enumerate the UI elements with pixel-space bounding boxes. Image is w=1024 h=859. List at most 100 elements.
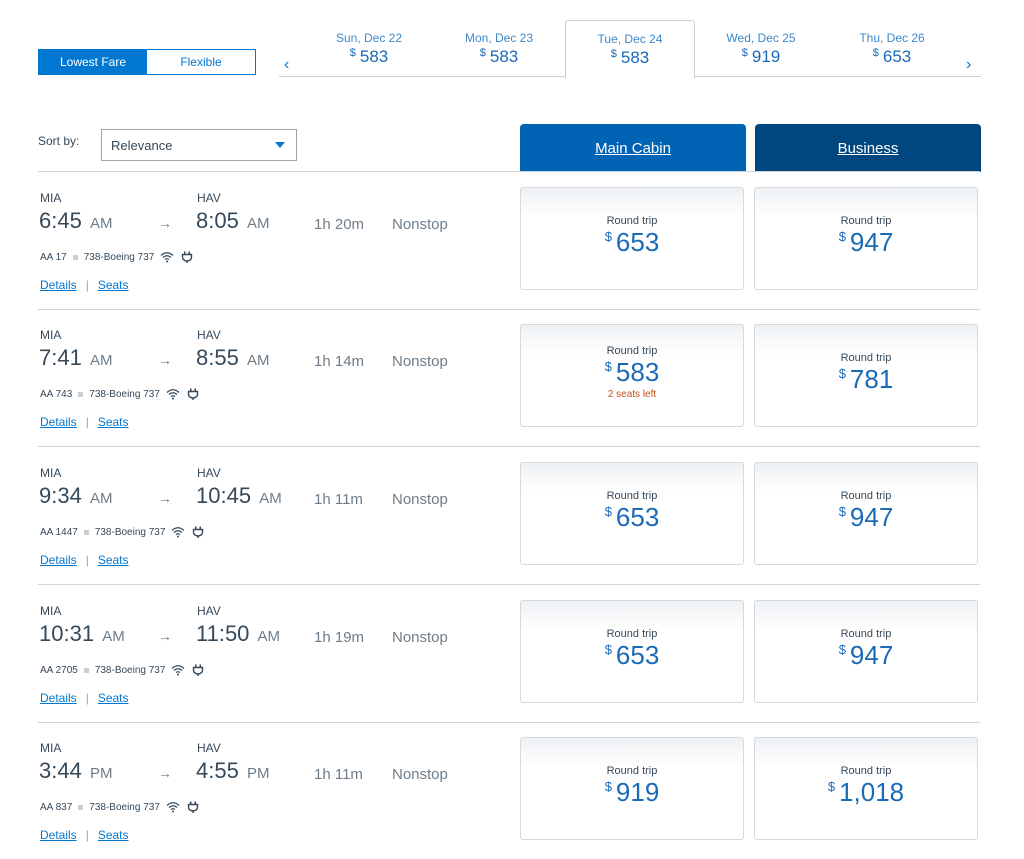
power-outlet-icon [191,526,205,538]
link-separator: | [85,553,89,567]
fare-price: $947 [838,502,894,532]
fare-price: $781 [838,364,894,394]
flexible-fare-option[interactable]: Flexible [147,50,255,74]
separator-square [83,667,89,673]
fare-price: $653 [604,640,660,670]
main-cabin-fare-button[interactable]: Round trip $583 2 seats left [520,324,744,427]
details-link[interactable]: Details [40,415,77,429]
arrow-right-icon: → [158,352,172,368]
seats-link[interactable]: Seats [97,828,129,842]
link-separator: | [85,278,89,292]
business-fare-button[interactable]: Round trip $947 [754,187,978,290]
flight-duration: 1h 19m [314,629,365,646]
main-cabin-fare-button[interactable]: Round trip $653 [520,600,744,703]
flight-row: MIA HAV 10:31 AM → 11:50 AM 1h 19m Nonst… [0,585,1024,723]
arrow-right-icon: → [158,765,172,781]
stops-info: Nonstop [392,629,448,646]
destination-code: HAV [197,191,221,205]
arrival-time: 10:45 AM [196,483,282,508]
fare-label: Round trip [840,215,892,227]
date-tab-dec-24[interactable]: Tue, Dec 24 $583 [565,20,695,78]
origin-code: MIA [40,466,62,480]
date-tab-dec-25[interactable]: Wed, Dec 25 $919 [696,20,826,77]
seats-link[interactable]: Seats [97,691,129,705]
departure-time: 7:41 AM [39,345,113,370]
sort-dropdown[interactable]: Relevance [101,129,297,161]
next-dates-chevron-icon[interactable]: › [966,56,972,73]
separator-square [78,391,84,397]
wifi-icon [171,526,185,538]
link-separator: | [85,828,89,842]
date-tab-dec-23[interactable]: Mon, Dec 23 $583 [434,20,564,77]
aircraft-type: 738-Boeing 737 [94,664,166,676]
fare-price: $653 [604,502,660,532]
flight-links: Details | Seats [40,415,129,429]
date-label: Thu, Dec 26 [859,31,925,45]
fare-label: Round trip [606,215,658,227]
fare-label: Round trip [840,352,892,364]
row-divider [38,446,980,447]
details-link[interactable]: Details [40,278,77,292]
seats-link[interactable]: Seats [97,278,129,292]
power-outlet-icon [186,388,200,400]
business-fare-button[interactable]: Round trip $947 [754,462,978,565]
link-separator: | [85,691,89,705]
arrow-right-icon: → [158,490,172,506]
business-cabin-header[interactable]: Business [755,124,981,172]
date-tab-dec-22[interactable]: Sun, Dec 22 $583 [304,20,434,77]
departure-time: 3:44 PM [39,758,113,783]
business-fare-button[interactable]: Round trip $781 [754,324,978,427]
flight-links: Details | Seats [40,828,129,842]
flight-row: MIA HAV 7:41 AM → 8:55 AM 1h 14m Nonstop… [0,309,1024,447]
flight-number: AA 17 [40,251,67,263]
seats-link[interactable]: Seats [97,415,129,429]
arrival-time: 8:05 AM [196,208,270,233]
flight-meta: AA 837 738-Boeing 737 [40,801,200,813]
lowest-fare-option[interactable]: Lowest Fare [39,50,147,74]
date-price: $583 [349,47,389,66]
business-fare-button[interactable]: Round trip $1,018 [754,737,978,840]
main-cabin-header[interactable]: Main Cabin [520,124,746,172]
origin-code: MIA [40,328,62,342]
date-price: $583 [479,47,519,66]
separator-square [83,529,89,535]
flight-number: AA 837 [40,801,73,813]
fare-label: Round trip [606,345,658,357]
details-link[interactable]: Details [40,691,77,705]
main-cabin-fare-button[interactable]: Round trip $653 [520,187,744,290]
date-tab-dec-26[interactable]: Thu, Dec 26 $653 [827,20,957,77]
stops-info: Nonstop [392,216,448,233]
stops-info: Nonstop [392,353,448,370]
previous-dates-chevron-icon[interactable]: ‹ [284,56,290,73]
fare-type-toggle[interactable]: Lowest Fare Flexible [38,49,256,75]
main-cabin-fare-button[interactable]: Round trip $653 [520,462,744,565]
row-divider [38,584,980,585]
header-divider [38,171,980,172]
fare-price: $583 [604,357,660,387]
aircraft-type: 738-Boeing 737 [94,526,166,538]
fare-price: $947 [838,640,894,670]
row-divider [38,309,980,310]
flight-links: Details | Seats [40,278,129,292]
aircraft-type: 738-Boeing 737 [89,801,160,813]
details-link[interactable]: Details [40,553,77,567]
seats-link[interactable]: Seats [97,553,129,567]
fare-label: Round trip [606,490,658,502]
details-link[interactable]: Details [40,828,77,842]
arrow-right-icon: → [158,215,172,231]
stops-info: Nonstop [392,491,448,508]
business-fare-button[interactable]: Round trip $947 [754,600,978,703]
flight-links: Details | Seats [40,691,129,705]
flight-meta: AA 743 738-Boeing 737 [40,388,200,400]
aircraft-type: 738-Boeing 737 [83,251,155,263]
date-price: $583 [610,48,650,67]
sort-selected-value: Relevance [111,137,173,153]
flight-duration: 1h 11m [314,766,363,783]
flight-links: Details | Seats [40,553,129,567]
main-cabin-fare-button[interactable]: Round trip $919 [520,737,744,840]
date-price: $653 [872,47,912,66]
origin-code: MIA [40,741,62,755]
power-outlet-icon [191,664,205,676]
departure-time: 9:34 AM [39,483,113,508]
date-selector: ‹ › Sun, Dec 22 $583 Mon, Dec 23 $583 Tu… [279,20,981,78]
